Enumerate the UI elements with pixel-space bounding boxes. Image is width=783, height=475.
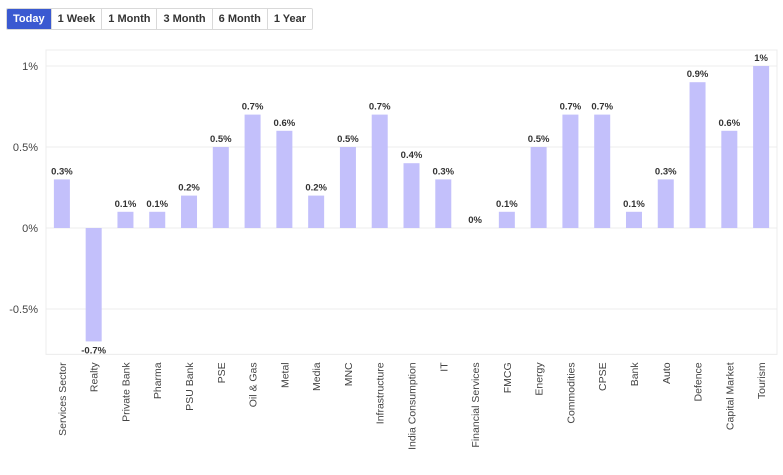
x-tick-label: Media [311, 362, 323, 391]
bar-value-label: 0.3% [655, 166, 677, 177]
x-tick-label: Infrastructure [375, 362, 387, 424]
bar-value-label: 0.5% [528, 134, 550, 145]
bar [594, 114, 611, 228]
bar [117, 211, 134, 228]
bar-value-label: 0.1% [623, 199, 645, 210]
bar [181, 195, 198, 228]
x-tick-label: Energy [534, 362, 546, 396]
bar-value-label: 0.3% [432, 166, 454, 177]
y-tick-label: 0% [22, 223, 38, 235]
bar [53, 179, 70, 228]
bar [371, 114, 388, 228]
x-tick-label: Capital Market [724, 362, 736, 430]
bar-value-label: 1% [754, 53, 768, 64]
bar-value-label: 0.3% [51, 166, 73, 177]
x-tick-label: Defence [693, 362, 705, 401]
x-tick-label: PSU Bank [184, 362, 196, 411]
x-tick-label: IT [438, 362, 450, 372]
tab-1-year[interactable]: 1 Year [266, 9, 313, 29]
bar-value-label: 0.7% [242, 102, 264, 113]
x-tick-label: Pharma [152, 362, 164, 399]
bar-value-label: 0.2% [178, 183, 200, 194]
bar-value-label: 0.1% [496, 199, 518, 210]
x-tick-label: Financial Services [470, 362, 482, 447]
plot-area [45, 49, 778, 355]
bar [562, 114, 579, 228]
x-tick-label: CPSE [597, 362, 609, 391]
bar-value-label: 0.1% [115, 199, 137, 210]
x-tick-label: FMCG [502, 362, 514, 393]
bar-value-label: 0% [468, 215, 482, 226]
x-tick-label: Tourism [756, 362, 768, 399]
x-tick-label: Metal [279, 362, 291, 388]
tab-1-week[interactable]: 1 Week [50, 9, 102, 29]
bar-value-label: 0.5% [337, 134, 359, 145]
tab-today[interactable]: Today [7, 9, 51, 29]
x-tick-label: MNC [343, 362, 355, 386]
bar-value-label: 0.2% [305, 183, 327, 194]
tab-3-month[interactable]: 3 Month [156, 9, 212, 29]
tab-6-month[interactable]: 6 Month [211, 9, 267, 29]
bar [689, 82, 706, 228]
bar [308, 195, 325, 228]
x-tick-label: Bank [629, 362, 641, 387]
x-tick-label: Private Bank [120, 362, 132, 422]
x-tick-label: Oil & Gas [248, 362, 260, 407]
bar-value-label: 0.5% [210, 134, 232, 145]
bar [149, 211, 166, 228]
bar [403, 163, 420, 228]
y-tick-label: 1% [22, 61, 38, 73]
bar-value-label: 0.9% [687, 69, 709, 80]
bar [85, 228, 102, 342]
x-tick-label: Commodities [565, 362, 577, 423]
tab-1-month[interactable]: 1 Month [101, 9, 157, 29]
bar-value-label: 0.6% [274, 118, 296, 129]
bar [244, 114, 261, 228]
bar-value-label: 0.6% [718, 118, 740, 129]
bar [435, 179, 452, 228]
x-tick-label: Auto [661, 362, 673, 384]
bar [753, 66, 770, 228]
time-range-tabs: Today 1 Week 1 Month 3 Month 6 Month 1 Year [6, 8, 314, 30]
bar-value-label: 0.7% [591, 102, 613, 113]
bar-value-label: 0.1% [146, 199, 168, 210]
sector-performance-chart: 1% 0.5% 0% -0.5% 0.3% Services Sector -0.7% Rea… [9, 49, 778, 450]
y-tick-label: -0.5% [9, 304, 38, 316]
bar [276, 130, 293, 228]
bar [212, 147, 229, 228]
y-tick-label: 0.5% [13, 142, 38, 154]
x-tick-label: PSE [216, 362, 228, 383]
bar [721, 130, 738, 228]
bar [530, 147, 547, 228]
bar [498, 211, 515, 228]
bar-value-label: -0.7% [81, 345, 106, 356]
bar [657, 179, 674, 228]
bar-value-label: 0.4% [401, 150, 423, 161]
x-tick-label: Services Sector [57, 362, 69, 436]
bar [625, 211, 642, 228]
bar-value-label: 0.7% [560, 102, 582, 113]
x-tick-label: India Consumption [407, 362, 419, 450]
bar-value-label: 0.7% [369, 102, 391, 113]
x-tick-label: Realty [89, 362, 101, 393]
bar [339, 147, 356, 228]
